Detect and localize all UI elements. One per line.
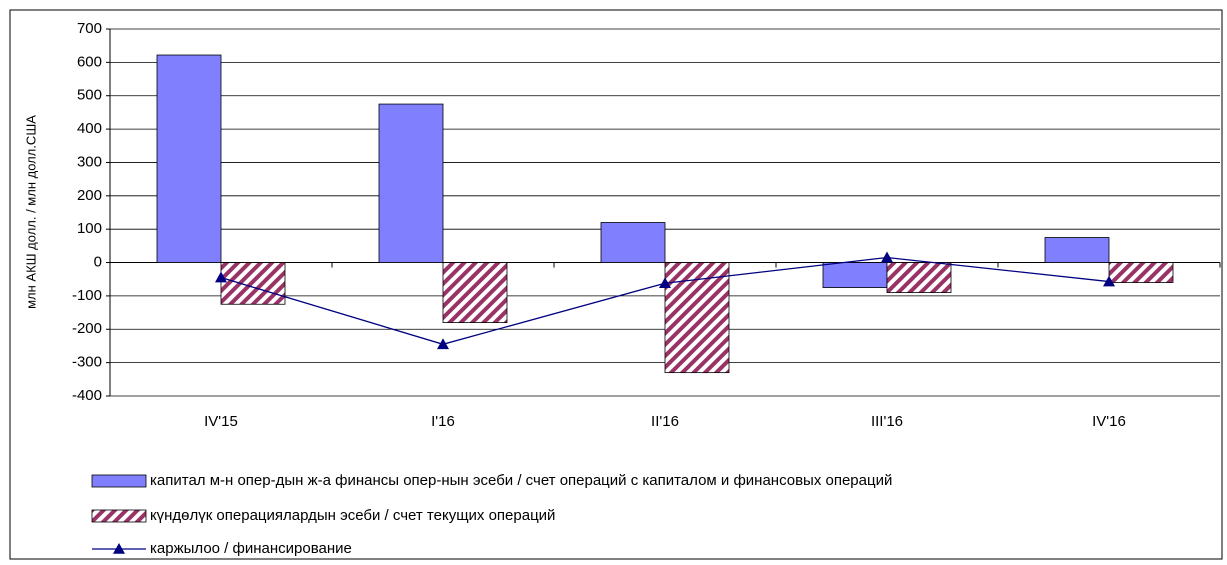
bar [442,262,508,323]
legend-label: капитал м-н опер-дын ж-а финансы опер-ны… [150,472,892,489]
bar [156,54,222,263]
legend-label: күндөлүк операциялардын эсеби / счет тек… [150,507,555,524]
legend-swatch [113,543,125,554]
y-tick-label: 100 [77,220,102,237]
x-tick-label: I'16 [431,413,455,430]
y-tick-label: -300 [72,354,102,371]
y-tick-label: -200 [72,320,102,337]
legend-label: каржылоо / финансирование [150,540,352,557]
y-tick-label: 400 [77,120,102,137]
y-tick-label: -100 [72,287,102,304]
bar [886,262,952,293]
bar [822,262,888,288]
bar [1108,262,1174,283]
bar [600,222,666,263]
bar [1044,237,1110,263]
legend-swatch [91,509,147,523]
y-tick-label: 600 [77,53,102,70]
y-tick-label: 200 [77,187,102,204]
line-marker [1103,275,1115,287]
line-marker [215,271,227,283]
line-marker [659,277,671,289]
y-tick-label: 500 [77,87,102,104]
y-axis-label: млн АКШ долл. / млн долл.США [23,115,38,309]
line-marker [437,338,449,350]
y-tick-label: 700 [77,20,102,37]
x-tick-label: IV'15 [204,413,238,430]
bar [220,262,286,305]
x-tick-label: IV'16 [1092,413,1126,430]
bar [664,262,730,374]
legend-swatch [91,474,147,488]
x-tick-label: II'16 [651,413,679,430]
y-tick-label: 300 [77,153,102,170]
y-tick-label: -400 [72,387,102,404]
line-marker [881,251,893,263]
y-tick-label: 0 [94,254,102,271]
bar [378,103,444,263]
x-tick-label: III'16 [871,413,903,430]
